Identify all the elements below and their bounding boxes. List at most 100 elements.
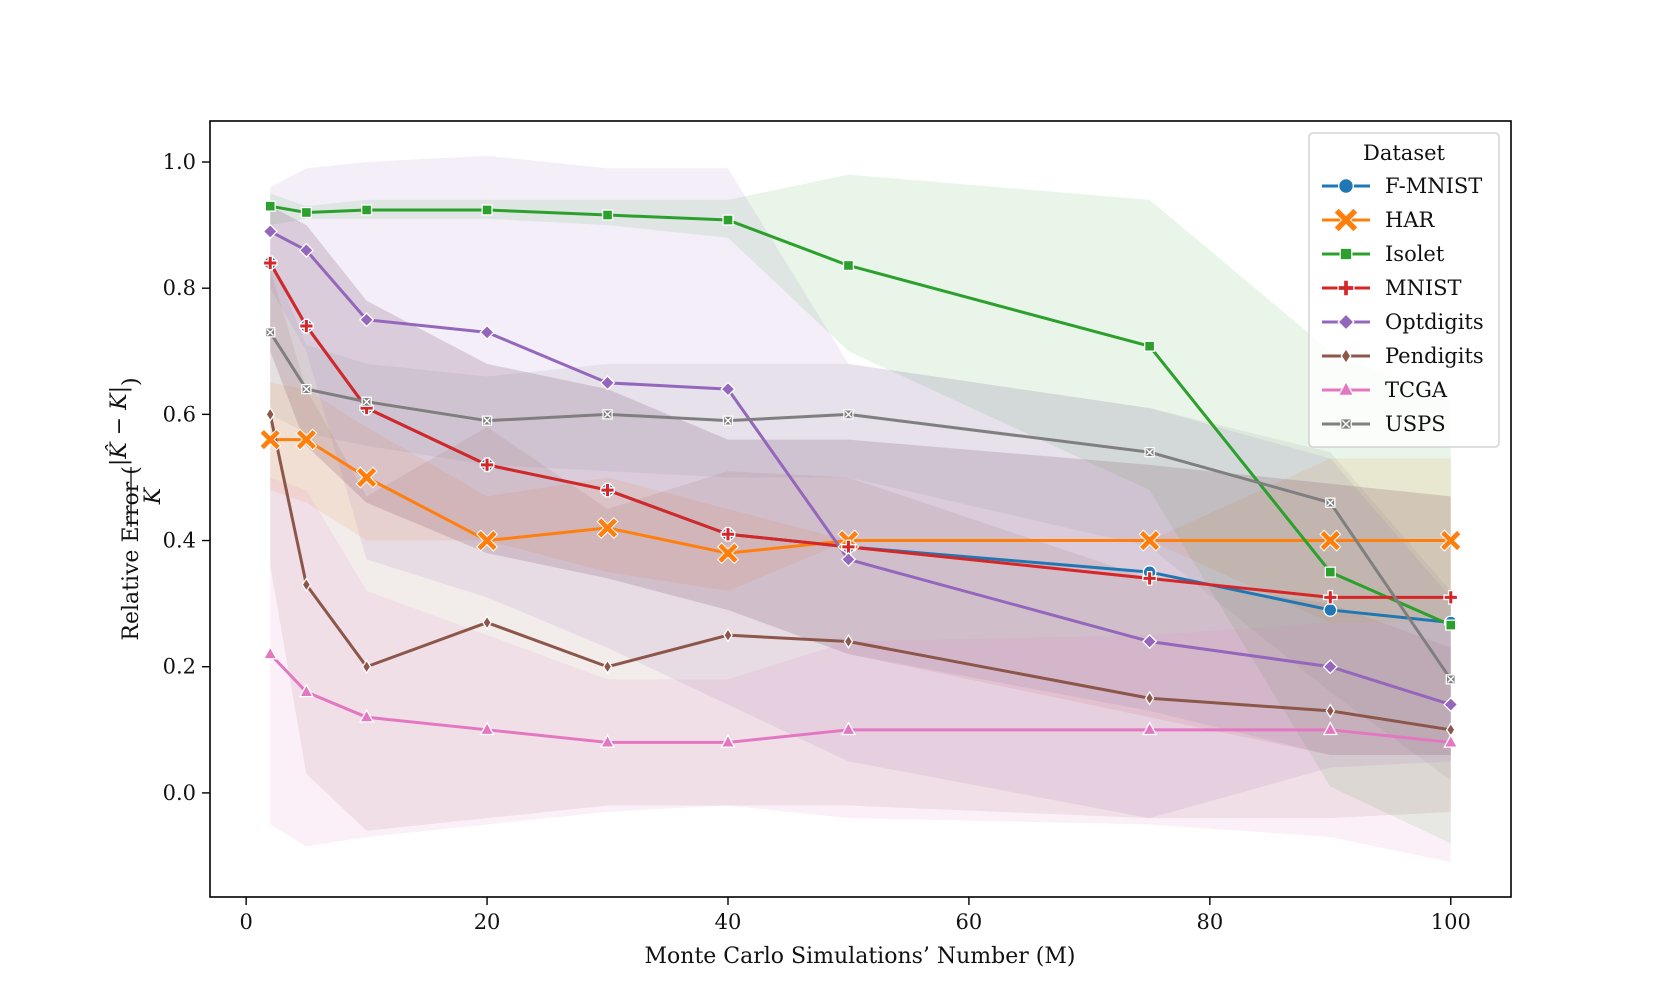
point-tcga-10 <box>359 708 375 723</box>
x-tick-label-100: 100 <box>1431 910 1471 934</box>
series-line-optdigits <box>269 230 1452 707</box>
point-har-10 <box>355 466 378 489</box>
legend-label-isolet: Isolet <box>1385 242 1445 266</box>
point-tcga-75 <box>1142 721 1158 736</box>
point-mnist-30 <box>600 482 615 498</box>
point-tcga-5 <box>298 683 314 698</box>
y-tick-label-2: 0.4 <box>163 529 196 553</box>
point-pendigits-50 <box>843 633 854 649</box>
band-isolet <box>270 174 1451 844</box>
svg-text:Relative Error (|K̂ − K|): Relative Error (|K̂ − K|) <box>106 377 144 640</box>
legend-swatch-marker-usps <box>1340 418 1352 430</box>
point-mnist-40 <box>720 526 736 542</box>
x-axis-label: Monte Carlo Simulations’ Number (M) <box>645 944 1076 969</box>
point-isolet-75 <box>1144 340 1156 352</box>
legend-items: F-MNIST HAR Isolet MNIST Optdigits Pendigits T… <box>1322 174 1484 436</box>
legend-swatch-marker-pendigits <box>1340 347 1352 365</box>
x-tick-label-40: 40 <box>715 910 742 934</box>
legend-swatch-marker-har <box>1333 207 1359 233</box>
point-optdigits-40 <box>720 381 736 397</box>
series-line-pendigits <box>268 414 1452 732</box>
point-optdigits-75 <box>1141 633 1158 650</box>
band-usps <box>270 256 1451 781</box>
point-usps-50 <box>843 409 854 420</box>
legend-swatch-marker-isolet <box>1339 247 1353 261</box>
legend-label-usps: USPS <box>1385 412 1446 436</box>
series-lines <box>268 204 1453 744</box>
series-line-usps <box>268 331 1453 681</box>
point-isolet-10 <box>361 204 373 216</box>
point-har-100 <box>1439 529 1462 552</box>
legend-item-mnist: MNIST <box>1322 276 1462 300</box>
point-har-90 <box>1319 529 1342 552</box>
point-optdigits-20 <box>479 324 495 341</box>
band-pendigits <box>270 269 1451 831</box>
legend-swatch-marker-mnist <box>1337 279 1355 297</box>
point-har-30 <box>596 516 619 539</box>
point-isolet-50 <box>842 259 855 272</box>
legend-item-pendigits: Pendigits <box>1322 344 1484 368</box>
y-axis-label-denominator: K <box>141 486 166 505</box>
point-optdigits-90 <box>1322 659 1338 675</box>
point-isolet-40 <box>722 214 734 226</box>
point-pendigits-90 <box>1325 703 1336 719</box>
plot-frame <box>209 120 1512 898</box>
point-optdigits-10 <box>358 312 375 328</box>
point-usps-90 <box>1325 497 1336 508</box>
point-usps-20 <box>481 415 493 426</box>
point-har-2 <box>259 428 282 451</box>
point-tcga-90 <box>1322 721 1338 736</box>
legend-item-f-mnist: F-MNIST <box>1322 174 1482 198</box>
point-optdigits-100 <box>1443 696 1459 713</box>
series-line-tcga <box>269 653 1451 744</box>
y-axis: 0.0 0.2 0.4 0.6 0.8 1.0 <box>163 150 210 805</box>
point-usps-30 <box>602 409 613 420</box>
point-mnist-50 <box>841 539 856 555</box>
legend-label-optdigits: Optdigits <box>1385 310 1484 334</box>
band-tcga <box>270 477 1451 863</box>
legend-swatch-marker-tcga <box>1337 380 1355 397</box>
y-tick-label-4: 0.8 <box>163 276 196 300</box>
point-usps-100 <box>1445 674 1456 685</box>
point-pendigits-2 <box>265 406 276 422</box>
point-pendigits-5 <box>301 577 312 593</box>
x-tick-label-60: 60 <box>956 910 983 934</box>
legend-label-har: HAR <box>1385 208 1435 232</box>
series-line-isolet <box>269 204 1452 627</box>
point-usps-2 <box>265 327 276 338</box>
band-optdigits <box>270 155 1451 819</box>
band-mnist <box>270 206 1451 756</box>
x-axis: 0 20 40 60 80 100 <box>239 897 1471 934</box>
band-f-mnist <box>270 206 1451 756</box>
y-axis-label-numerator: |K̂ − K| <box>106 386 132 466</box>
point-mnist-20 <box>479 457 495 473</box>
point-tcga-50 <box>840 721 857 736</box>
point-usps-40 <box>722 415 734 426</box>
point-usps-75 <box>1144 447 1155 458</box>
x-tick-label-20: 20 <box>474 910 501 934</box>
point-isolet-5 <box>300 206 312 219</box>
point-har-40 <box>716 542 740 565</box>
point-isolet-30 <box>601 209 614 221</box>
point-har-5 <box>295 428 318 451</box>
point-tcga-40 <box>720 733 736 748</box>
point-f-mnist-90 <box>1323 602 1338 617</box>
point-mnist-75 <box>1142 570 1158 586</box>
legend-label-pendigits: Pendigits <box>1385 344 1484 368</box>
point-tcga-2 <box>262 645 278 660</box>
legend-swatch-marker-f-mnist <box>1338 177 1355 194</box>
point-optdigits-2 <box>262 223 278 240</box>
point-isolet-20 <box>481 204 493 216</box>
point-pendigits-10 <box>361 659 372 675</box>
point-pendigits-30 <box>602 659 613 675</box>
point-mnist-100 <box>1443 589 1459 605</box>
legend-item-usps: USPS <box>1322 412 1446 436</box>
point-pendigits-40 <box>723 627 733 643</box>
point-tcga-30 <box>599 733 616 748</box>
point-isolet-100 <box>1445 619 1457 631</box>
point-tcga-20 <box>479 721 495 736</box>
legend-item-tcga: TCGA <box>1322 378 1448 402</box>
point-pendigits-75 <box>1144 690 1155 706</box>
point-usps-10 <box>361 396 372 407</box>
